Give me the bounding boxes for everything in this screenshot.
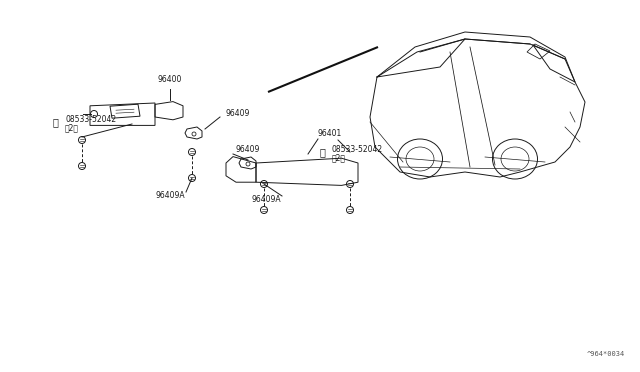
Text: 08533-52042: 08533-52042 (65, 115, 116, 125)
Text: 96409: 96409 (236, 145, 260, 154)
Text: 96400: 96400 (158, 75, 182, 84)
Text: Ⓢ: Ⓢ (319, 147, 325, 157)
Text: 96401: 96401 (318, 129, 342, 138)
Text: Ⓢ: Ⓢ (52, 117, 58, 127)
Text: 08533-52042: 08533-52042 (332, 145, 383, 154)
Text: 96409A: 96409A (155, 192, 184, 201)
Text: 96409A: 96409A (252, 196, 282, 205)
Text: 96409: 96409 (225, 109, 250, 119)
Text: 「2」: 「2」 (332, 154, 346, 163)
Text: 「2」: 「2」 (65, 124, 79, 132)
Text: ^964*0034: ^964*0034 (587, 351, 625, 357)
